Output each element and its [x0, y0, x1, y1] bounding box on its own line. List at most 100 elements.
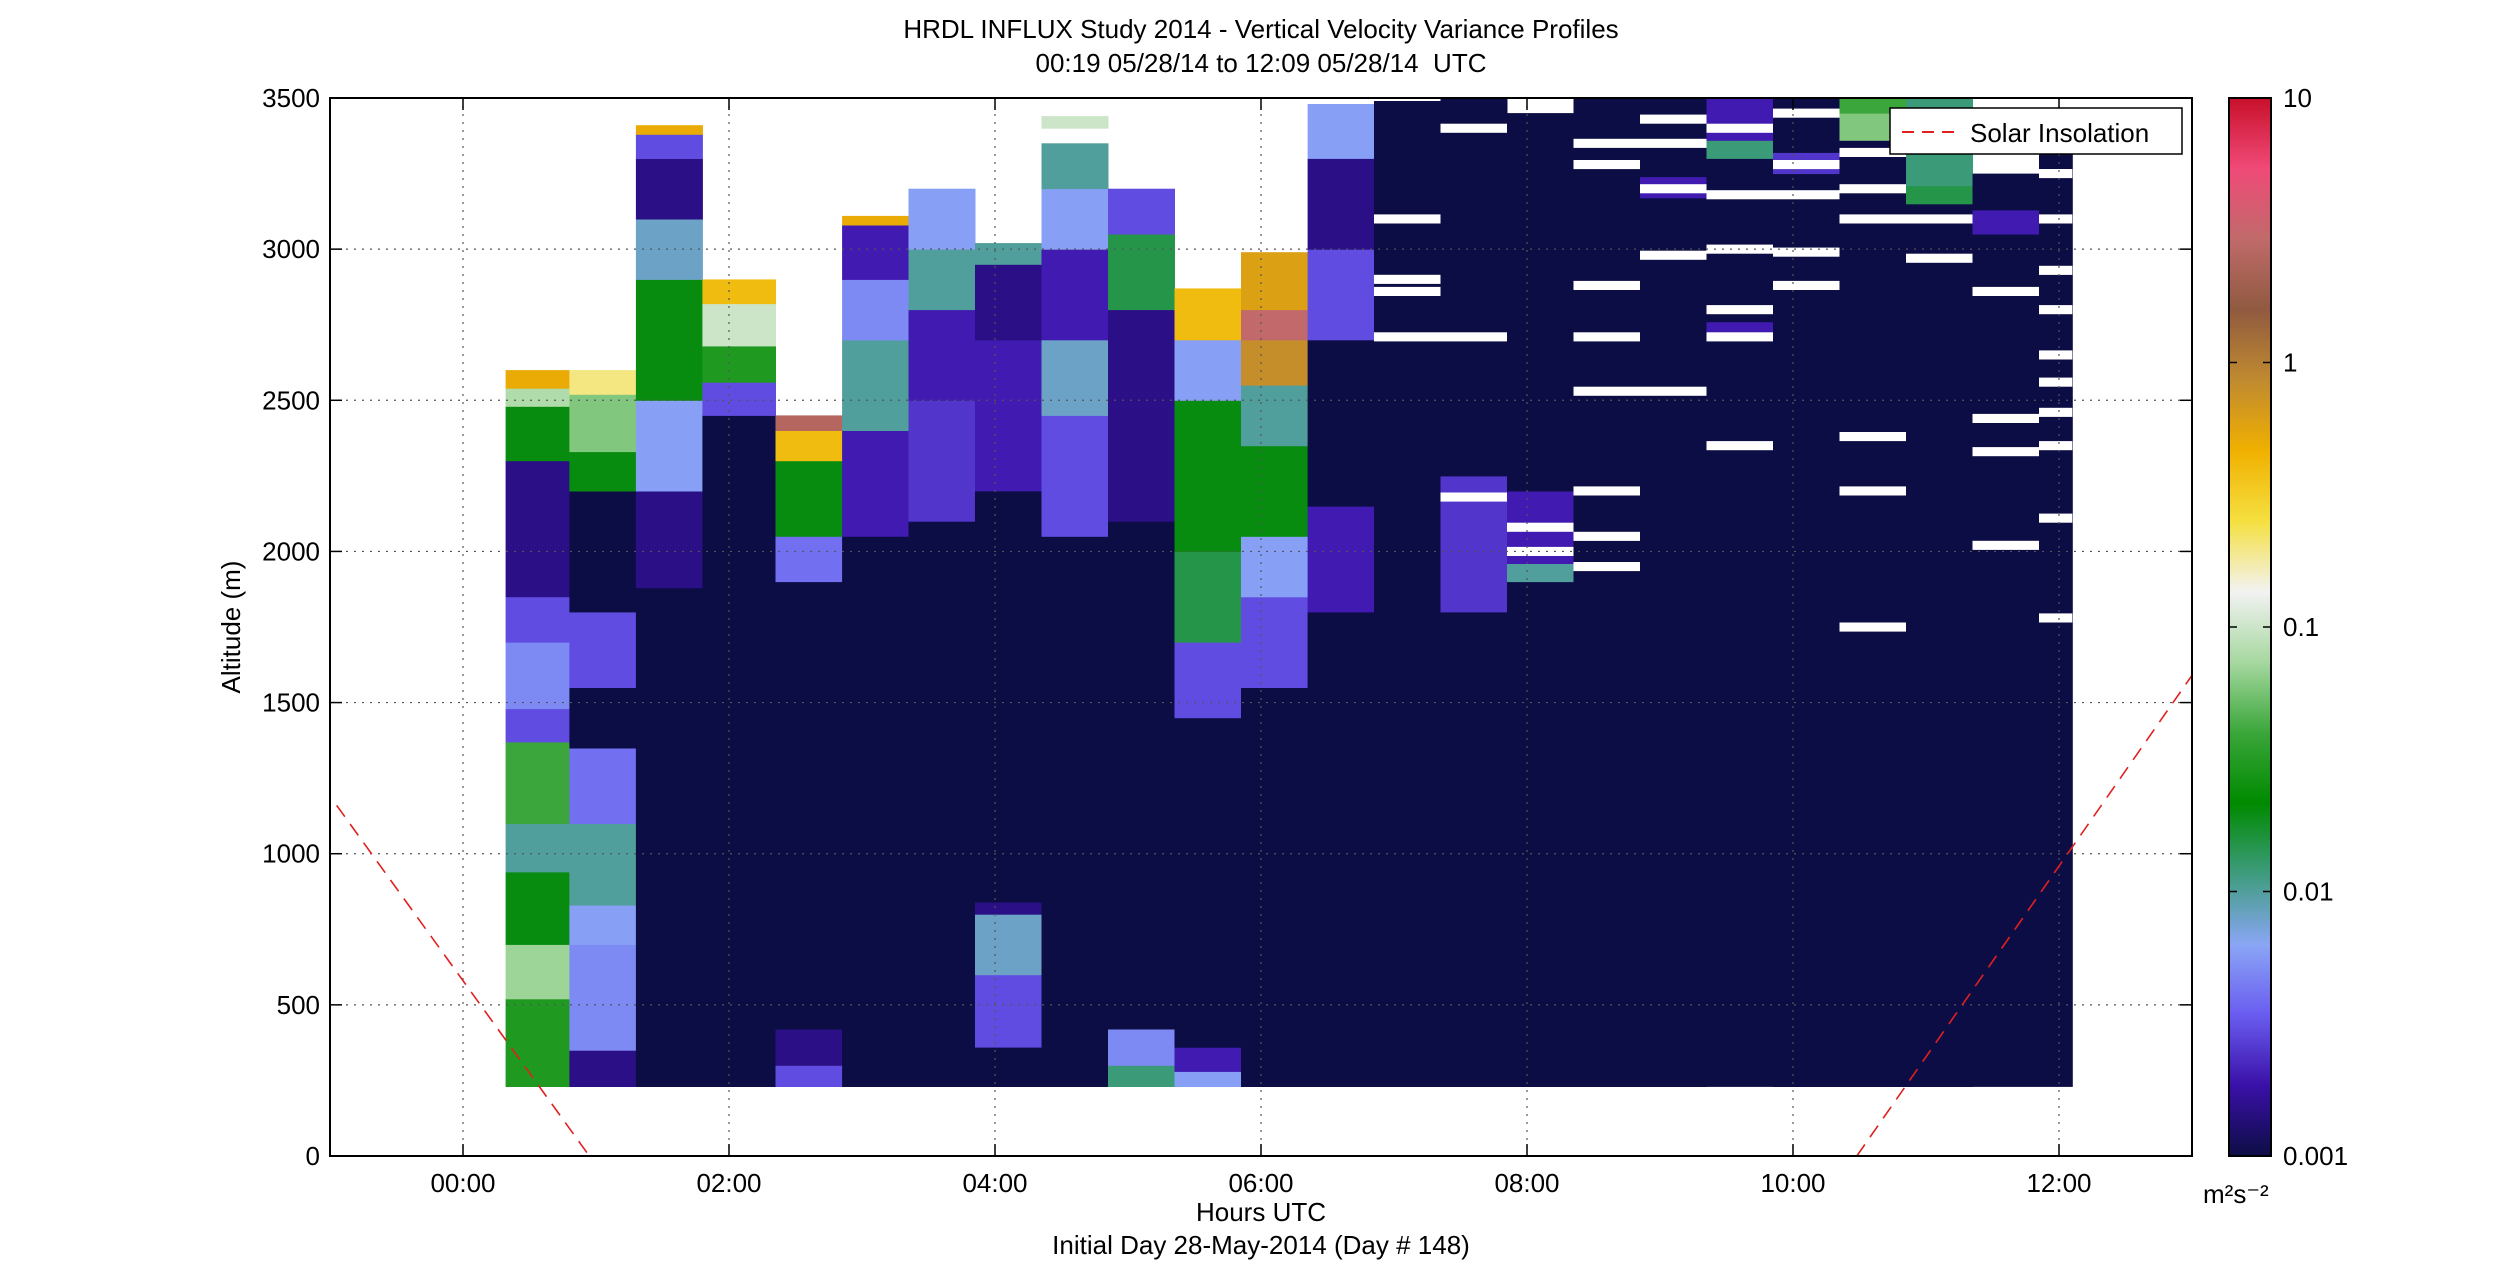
heatmap-cell: [1174, 551, 1242, 643]
heatmap-cell: [505, 596, 570, 643]
missing-gate: [1839, 147, 1906, 157]
missing-gate: [1706, 123, 1773, 133]
missing-gate: [2039, 407, 2073, 417]
heatmap-cell: [975, 243, 1042, 265]
heatmap-cell: [908, 188, 976, 250]
heatmap-cell: [842, 215, 910, 226]
heatmap-cell: [1706, 158, 1774, 323]
heatmap-cell: [1041, 415, 1109, 537]
heatmap-cell: [1972, 209, 2040, 235]
heatmap-cell: [1640, 197, 1707, 1088]
heatmap-cell: [1041, 116, 1109, 129]
profile-2: [635, 125, 703, 1087]
heatmap-cell: [842, 225, 910, 280]
heatmap-cell: [569, 687, 637, 749]
missing-gate: [1906, 214, 1973, 224]
heatmap-cell: [1241, 252, 1308, 311]
missing-gate: [2039, 441, 2073, 451]
heatmap-cell: [1706, 98, 1774, 141]
missing-gate: [1573, 138, 1640, 148]
x-tick-label: 12:00: [2026, 1168, 2091, 1198]
heatmap-cell: [975, 339, 1042, 492]
missing-gate: [1839, 432, 1906, 442]
missing-gate: [2039, 305, 2073, 315]
y-axis-label: Altitude (m): [216, 561, 246, 694]
solar-insolation-line: [336, 674, 2192, 1156]
missing-gate: [1706, 305, 1773, 315]
missing-gate: [1839, 486, 1906, 496]
missing-gate: [1972, 413, 2039, 423]
profile-0: [505, 370, 570, 1087]
x-axis-sublabel: Initial Day 28-May-2014 (Day # 148): [1052, 1230, 1470, 1260]
missing-gate: [1773, 247, 1840, 257]
heatmap-cell: [1307, 611, 1375, 1087]
heatmap-cell: [505, 944, 570, 1000]
missing-gate: [1773, 280, 1840, 290]
missing-gate: [1773, 108, 1840, 118]
missing-gate: [1573, 531, 1640, 541]
heatmap-cell: [569, 944, 637, 1051]
colorbar-ticks: 0.001 0.01 0.1 1 10: [2229, 83, 2348, 1171]
heatmap-cell: [975, 264, 1042, 341]
heatmap-cell: [1241, 309, 1308, 341]
heatmap-cell: [908, 249, 976, 311]
profile-5: [842, 215, 910, 1087]
heatmap-cell: [1706, 140, 1774, 159]
profile-22: [1972, 173, 2040, 1087]
heatmap-cell: [975, 1047, 1042, 1087]
heatmap-cell: [1174, 1071, 1242, 1087]
heatmap-cell: [1041, 143, 1109, 190]
heatmap-cell: [505, 406, 570, 462]
profile-16: [1573, 98, 1641, 1087]
heatmap-cell: [975, 914, 1042, 976]
solar-insolation-segment: [336, 804, 590, 1156]
heatmap-cell: [1108, 188, 1175, 235]
colorbar-tick-label: 0.001: [2283, 1141, 2348, 1171]
heatmap-cell: [1440, 611, 1508, 1087]
heatmap-cell: [1307, 249, 1375, 341]
heatmap-cell: [842, 279, 910, 341]
missing-gate: [1573, 562, 1640, 572]
profile-21: [1906, 98, 1973, 1088]
profile-17: [1640, 98, 1707, 1088]
missing-gate: [1706, 190, 1773, 200]
heatmap-cell: [775, 460, 843, 537]
heatmap-cell: [1174, 642, 1242, 719]
heatmap-cell: [775, 1065, 843, 1087]
heatmap-cell: [569, 370, 637, 395]
colorbar-tick-label: 0.01: [2283, 877, 2334, 907]
heatmap-cell: [505, 460, 570, 598]
missing-gate: [1640, 184, 1707, 194]
missing-gate: [2039, 613, 2073, 623]
x-tick-label: 02:00: [696, 1168, 761, 1198]
missing-gate: [1573, 160, 1640, 170]
y-tick-label: 2000: [262, 536, 320, 566]
heatmap-cell: [1839, 140, 1907, 1088]
heatmap-cell: [635, 279, 703, 401]
y-tick-label: 3000: [262, 234, 320, 264]
legend-box: [1889, 107, 2183, 155]
profile-20: [1839, 98, 1907, 1088]
heatmap-cell: [1041, 188, 1109, 250]
heatmap-cell: [635, 134, 703, 159]
colorbar-tick-label: 10: [2283, 83, 2312, 113]
heatmap-cell: [1174, 288, 1242, 341]
heatmap-cell: [1972, 234, 2040, 1087]
heatmap-cell: [505, 998, 570, 1087]
x-tick-label: 00:00: [430, 1168, 495, 1198]
missing-gate: [1573, 486, 1640, 496]
heatmap-cell: [1507, 581, 1574, 1087]
heatmap-cell: [1241, 536, 1308, 598]
heatmap-cell: [702, 382, 776, 416]
heatmap-cell: [635, 125, 703, 135]
heatmap-cell: [1773, 173, 1840, 1088]
heatmap-cell: [1241, 445, 1308, 537]
heatmap-cell: [908, 309, 976, 401]
heatmap-cell: [635, 158, 703, 220]
heatmap-cell: [569, 394, 637, 453]
heatmap-cell: [1507, 113, 1574, 492]
heatmap-cell: [908, 400, 976, 522]
y-tick-label: 3500: [262, 83, 320, 113]
profile-11: [1241, 252, 1308, 1087]
missing-gate: [1706, 441, 1773, 451]
